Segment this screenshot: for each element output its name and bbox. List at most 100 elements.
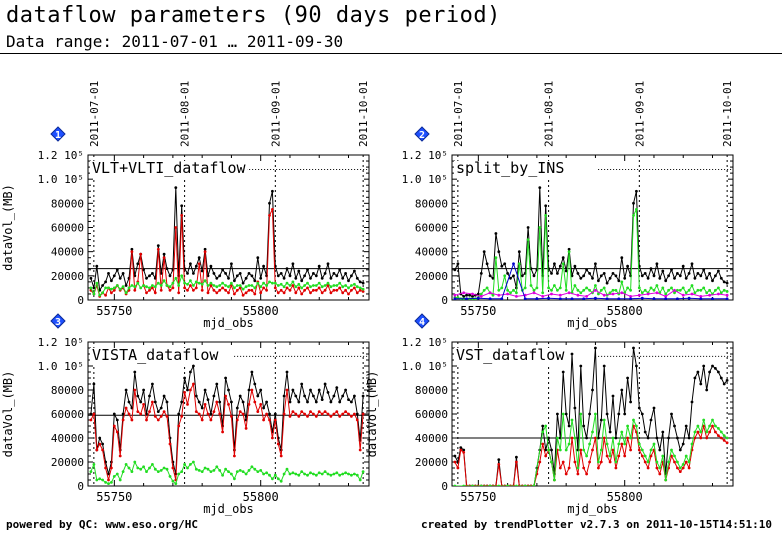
data-point-black <box>92 382 96 386</box>
data-point-red <box>725 441 729 445</box>
data-point-black <box>453 454 457 458</box>
data-point-red <box>183 391 187 394</box>
data-point-green <box>194 280 198 284</box>
x-tick-label: 55750 <box>96 304 132 318</box>
data-point-red <box>171 286 175 290</box>
data-point-green <box>189 463 192 466</box>
data-point-green <box>282 285 286 289</box>
data-point-red <box>684 460 688 464</box>
data-point-green <box>696 288 700 292</box>
data-point-black <box>714 274 717 278</box>
data-point-black <box>608 276 612 280</box>
data-point-black <box>591 276 594 280</box>
data-point-green <box>640 291 644 295</box>
data-point-black <box>538 186 542 190</box>
data-point-black <box>485 262 489 266</box>
data-point-green <box>294 285 298 289</box>
data-point-green <box>678 466 682 470</box>
data-point-green <box>705 291 709 295</box>
data-point-red <box>306 286 309 290</box>
data-point-green <box>515 291 518 295</box>
data-point-green <box>168 475 172 478</box>
data-point-red <box>358 288 362 292</box>
data-point-red <box>341 291 345 295</box>
data-point-green <box>206 284 210 287</box>
data-point-green <box>300 286 304 290</box>
data-point-black <box>544 204 548 208</box>
data-point-green <box>314 473 318 477</box>
data-point-green <box>626 286 629 290</box>
data-point-green <box>139 467 143 471</box>
data-point-green <box>136 281 140 285</box>
data-point-black <box>611 272 615 275</box>
data-point-red <box>670 454 673 458</box>
data-point-green <box>553 478 556 482</box>
data-point-black <box>661 269 665 273</box>
data-point-magenta <box>673 288 676 292</box>
data-point-red <box>306 415 309 418</box>
data-point-green <box>174 276 178 280</box>
data-point-green <box>186 282 189 286</box>
data-point-green <box>341 472 345 476</box>
data-point-red <box>541 442 545 446</box>
data-point-green <box>171 281 175 285</box>
date-tick-label: 2011-07-01 <box>88 81 101 147</box>
data-point-green <box>338 473 342 477</box>
data-point-green <box>567 250 571 254</box>
data-point-black <box>705 388 709 392</box>
data-point-black <box>488 274 492 278</box>
data-point-green <box>130 470 134 473</box>
data-point-black <box>588 272 591 275</box>
data-point-black <box>300 279 304 283</box>
data-point-blue <box>617 297 621 300</box>
data-point-green <box>594 412 597 416</box>
series-group <box>453 186 729 300</box>
data-point-green <box>209 470 213 473</box>
data-point-green <box>599 288 603 292</box>
data-point-black <box>192 364 195 368</box>
data-point-green <box>212 469 216 472</box>
data-point-green <box>180 470 184 473</box>
data-point-black <box>306 400 309 404</box>
data-point-green <box>241 470 245 473</box>
data-point-black <box>212 394 216 398</box>
data-point-green <box>156 281 160 285</box>
data-point-green <box>271 281 274 285</box>
data-point-green <box>273 473 277 477</box>
data-point-red <box>708 430 711 434</box>
data-point-green <box>268 473 271 477</box>
data-point-black <box>250 274 254 278</box>
data-point-black <box>162 394 166 398</box>
data-point-red <box>693 436 697 440</box>
data-point-green <box>482 288 486 292</box>
date-tick-label: 2011-10-01 <box>357 81 370 147</box>
data-point-black <box>350 400 353 404</box>
data-point-green <box>673 454 676 458</box>
data-point-black <box>151 382 154 386</box>
data-point-green <box>661 454 665 458</box>
data-point-green <box>133 285 137 289</box>
data-point-green <box>626 424 629 428</box>
data-point-red <box>643 460 647 464</box>
data-point-red <box>353 412 356 416</box>
data-point-black <box>561 370 565 374</box>
data-point-green <box>323 284 327 287</box>
data-point-red <box>462 451 466 454</box>
data-point-black <box>582 424 586 428</box>
data-point-black <box>192 272 195 275</box>
y-tick-label: 1.0 10⁵ <box>38 173 84 186</box>
data-point-green <box>652 288 656 292</box>
data-point-black <box>297 269 301 273</box>
data-point-black <box>341 394 345 398</box>
data-point-red <box>341 412 345 416</box>
data-point-black <box>285 267 289 270</box>
data-point-green <box>312 472 315 476</box>
data-point-green <box>725 290 729 293</box>
data-point-green <box>517 262 521 266</box>
panel-title: split_by_INS <box>456 159 564 177</box>
data-point-black <box>256 256 260 260</box>
data-point-red <box>136 410 140 413</box>
data-point-red <box>335 288 339 292</box>
series-group <box>89 186 365 298</box>
